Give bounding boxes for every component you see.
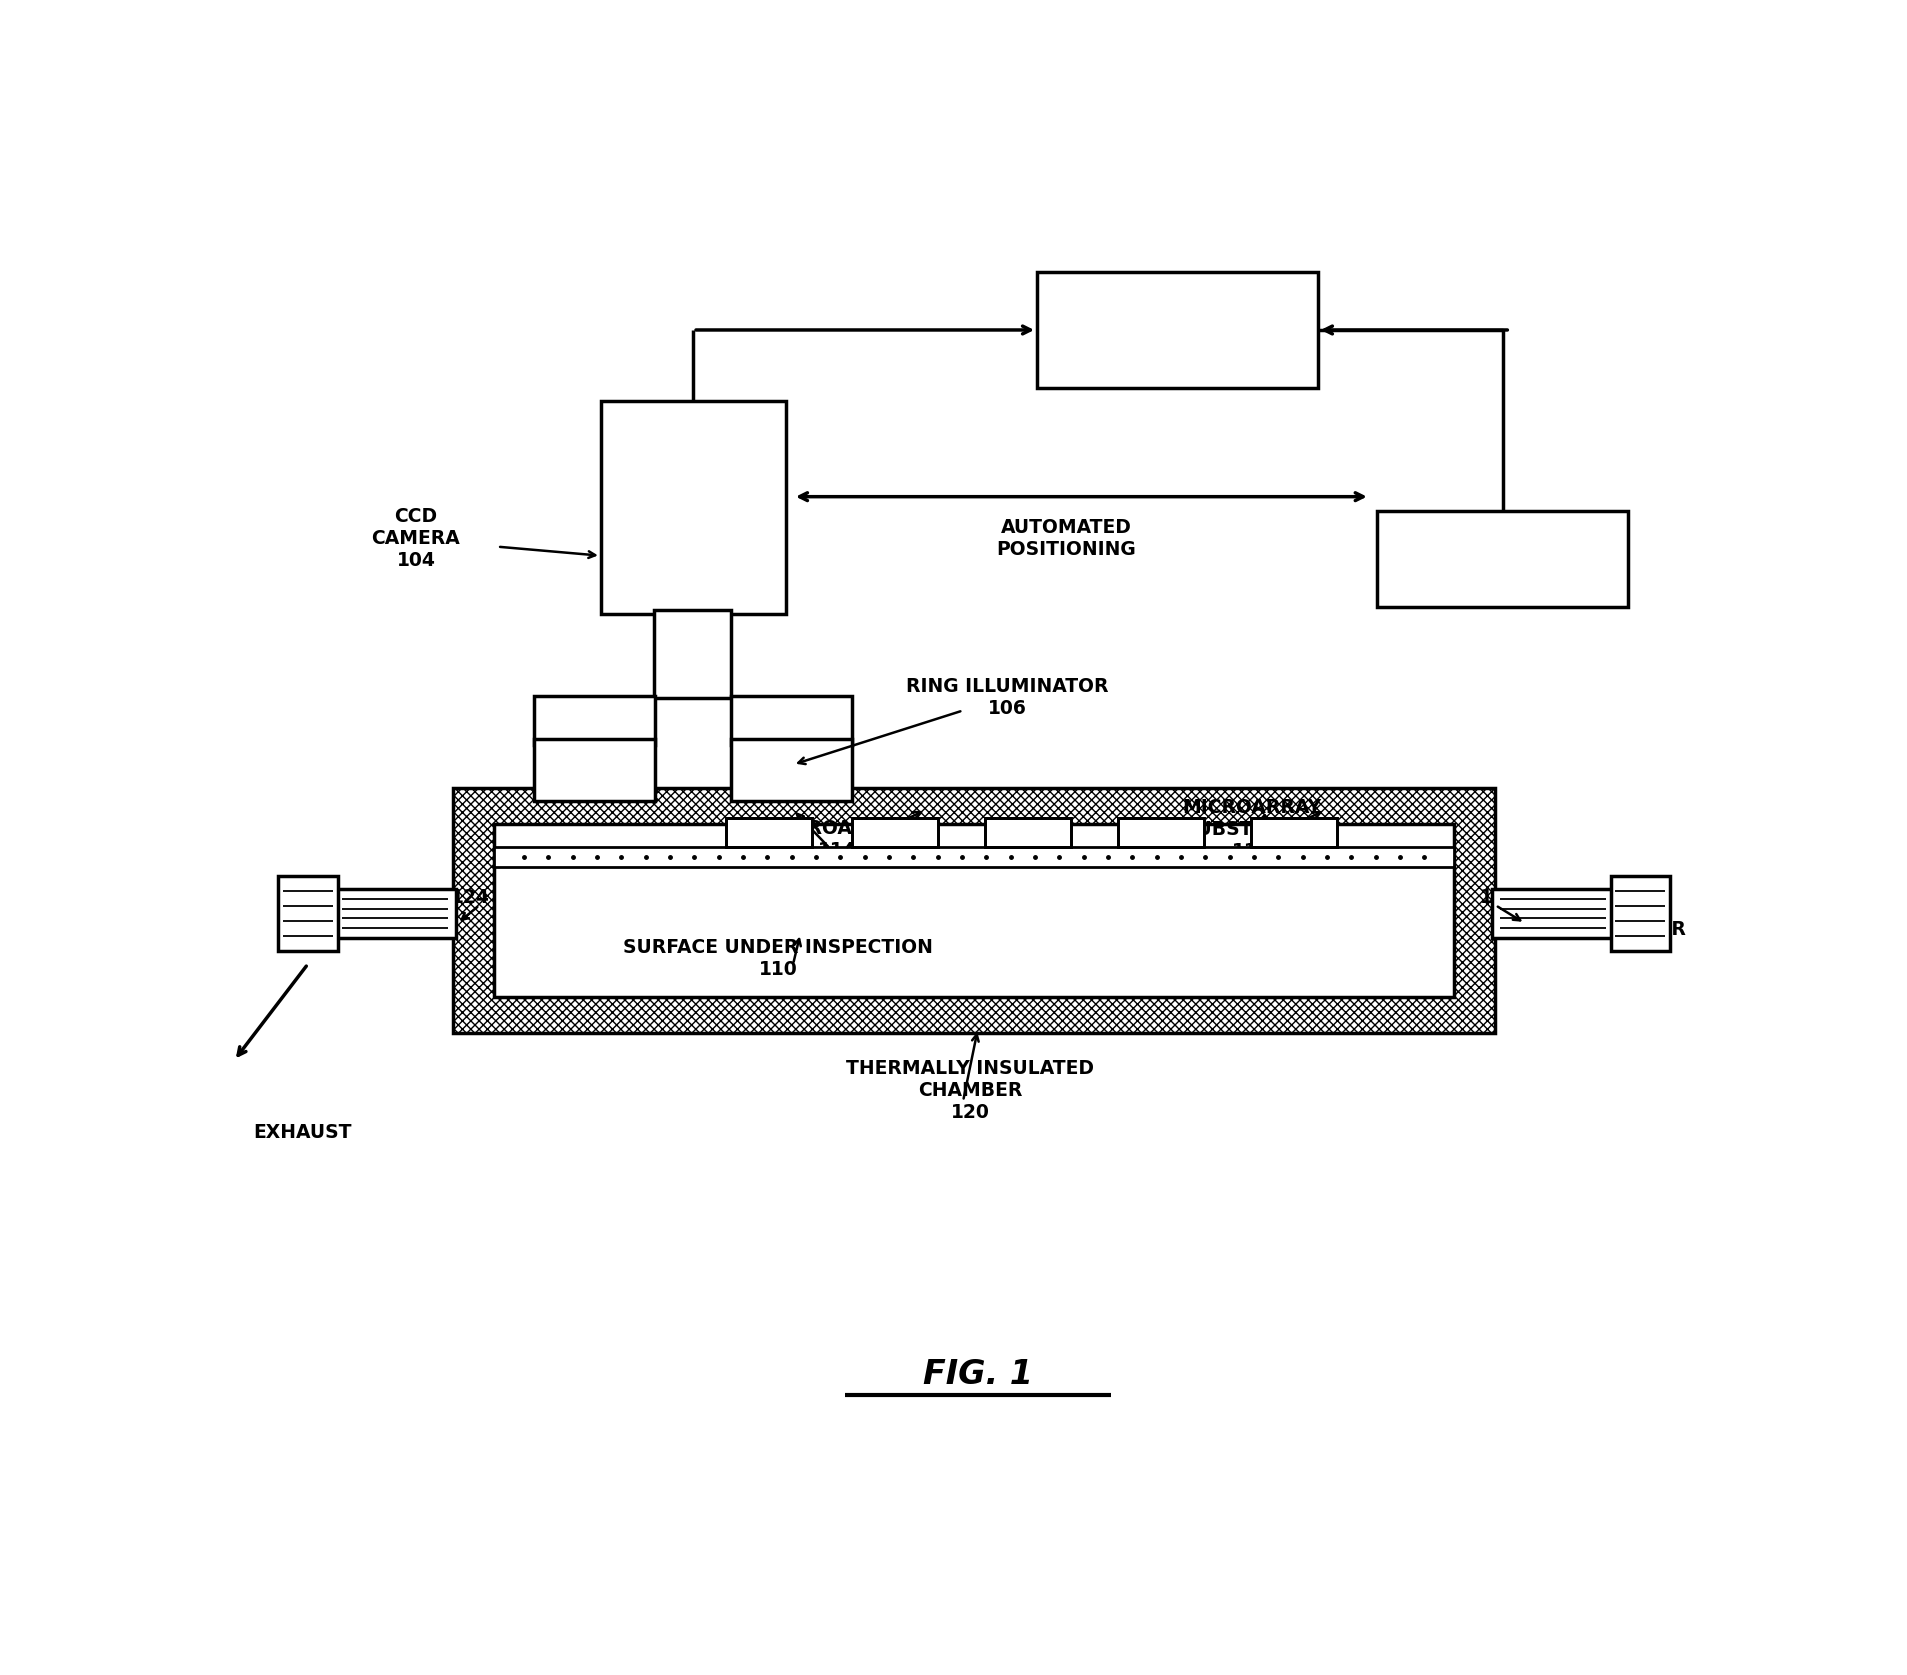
Bar xyxy=(730,739,852,801)
Bar xyxy=(494,824,1453,997)
Bar xyxy=(278,876,338,951)
Bar xyxy=(1118,817,1203,846)
Bar xyxy=(727,817,812,846)
Text: EXHAUST: EXHAUST xyxy=(254,1122,351,1142)
Bar xyxy=(601,400,786,613)
Bar xyxy=(494,846,1453,868)
Bar xyxy=(1118,817,1203,846)
Bar xyxy=(534,697,656,745)
Text: 124: 124 xyxy=(450,888,490,906)
Text: FIG. 1: FIG. 1 xyxy=(923,1358,1032,1392)
Bar xyxy=(984,817,1070,846)
Bar xyxy=(727,817,812,846)
Bar xyxy=(1118,817,1203,846)
Bar xyxy=(1251,817,1337,846)
Text: 122: 122 xyxy=(1480,888,1518,906)
Bar xyxy=(984,817,1070,846)
Text: COMPUTER
102: COMPUTER 102 xyxy=(1118,310,1236,350)
Text: MICROARRAY
114: MICROARRAY 114 xyxy=(767,819,906,859)
Bar xyxy=(852,817,938,846)
Bar xyxy=(1491,889,1613,938)
Bar xyxy=(452,787,1495,1033)
Text: CCD
CAMERA
104: CCD CAMERA 104 xyxy=(372,508,460,571)
Bar xyxy=(1251,817,1337,846)
Text: RING ILLUMINATOR
106: RING ILLUMINATOR 106 xyxy=(906,677,1108,719)
Text: VAPOR: VAPOR xyxy=(1613,920,1686,940)
Bar xyxy=(334,889,456,938)
Bar xyxy=(654,610,730,697)
Bar xyxy=(852,817,938,846)
Bar xyxy=(984,817,1070,846)
Text: THERMALLY INSULATED
CHAMBER
120: THERMALLY INSULATED CHAMBER 120 xyxy=(847,1059,1095,1122)
Bar xyxy=(727,817,812,846)
Text: MICROARRAY
SUBSTRATES
112: MICROARRAY SUBSTRATES 112 xyxy=(1180,797,1320,861)
Bar xyxy=(1037,271,1318,389)
Text: AUTOMATED
POSITIONING: AUTOMATED POSITIONING xyxy=(995,519,1137,559)
Text: SURFACE UNDER INSPECTION
110: SURFACE UNDER INSPECTION 110 xyxy=(624,938,933,978)
Text: POSITIONER
108: POSITIONER 108 xyxy=(1438,538,1566,580)
Bar xyxy=(1377,511,1629,608)
Bar xyxy=(852,817,938,846)
Bar xyxy=(534,739,656,801)
Bar xyxy=(730,697,852,745)
Bar xyxy=(1251,817,1337,846)
Bar xyxy=(1610,876,1669,951)
